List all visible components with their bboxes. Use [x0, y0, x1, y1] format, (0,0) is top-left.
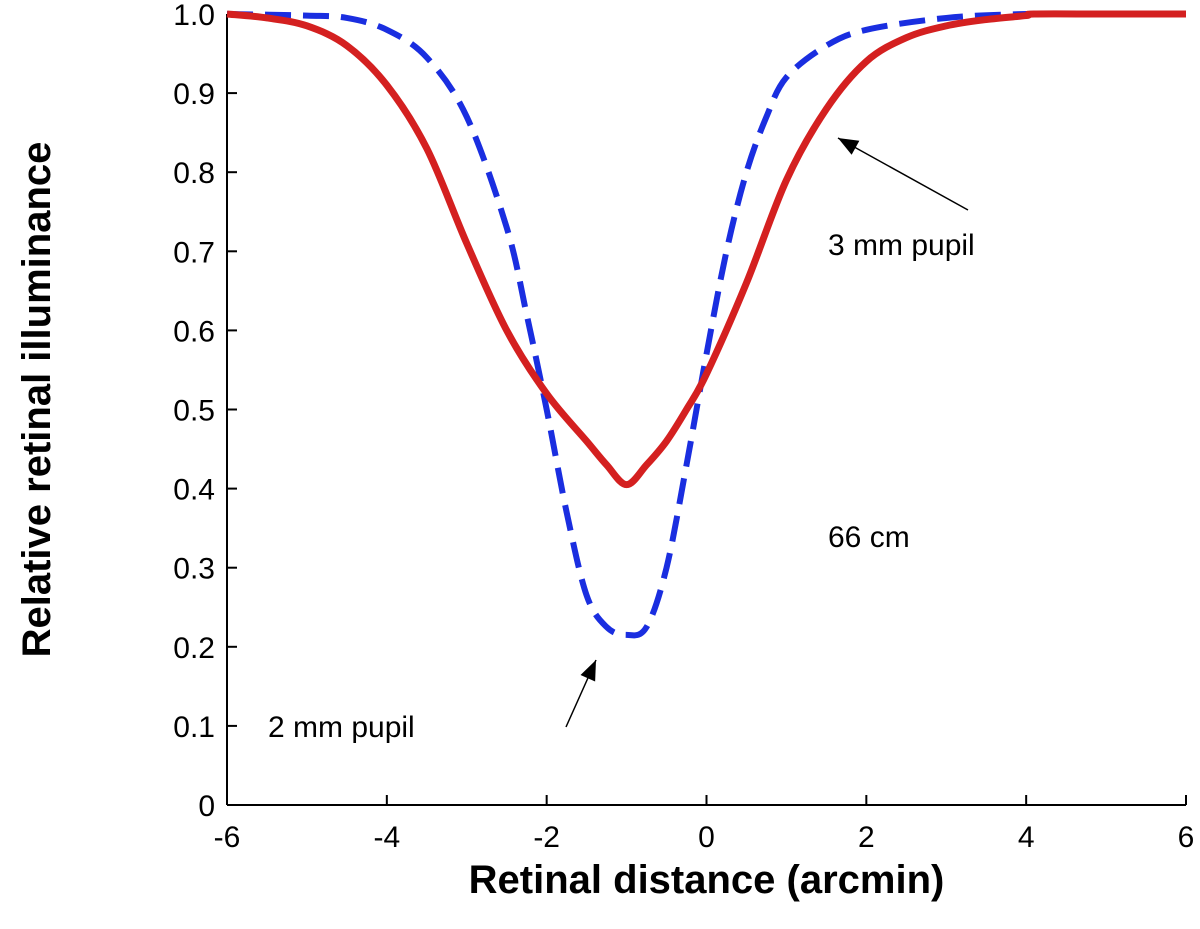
y-ticks: 0 0.1 0.2 0.3 0.4 0.5 0.6 0.7 0.8 0.9 1.0 — [173, 0, 237, 823]
y-tick-label: 0.3 — [173, 553, 215, 586]
y-tick-label: 0.9 — [173, 78, 215, 111]
x-tick-label: 4 — [1018, 821, 1035, 854]
series-line-3mm-pupil — [226, 10, 1186, 489]
y-tick-label: 0 — [198, 790, 215, 823]
y-tick-label: 0.7 — [173, 236, 215, 269]
y-tick-label: 0.8 — [173, 157, 215, 190]
y-tick-label: 0.2 — [173, 632, 215, 665]
x-ticks: -6 -4 -2 0 2 4 6 — [214, 795, 1195, 854]
y-tick-label: 0.1 — [173, 711, 215, 744]
arrowhead-2mm-pupil — [580, 660, 596, 682]
x-tick-label: 2 — [858, 821, 875, 854]
plot-area — [226, 14, 1186, 806]
series-line-2mm-pupil — [226, 10, 1186, 639]
x-tick-label: -4 — [373, 821, 400, 854]
y-tick-label: 0.4 — [173, 474, 215, 507]
annotation-2mm-pupil: 2 mm pupil — [268, 711, 415, 744]
series-layer — [226, 10, 1186, 639]
x-axis-title: Retinal distance (arcmin) — [469, 858, 945, 902]
arrow-3mm-pupil — [837, 137, 969, 211]
y-tick-label: 0.5 — [173, 395, 215, 428]
annotation-layer: 3 mm pupil 2 mm pupil 66 cm — [268, 137, 975, 744]
annotation-distance: 66 cm — [828, 521, 910, 554]
x-tick-label: 0 — [698, 821, 715, 854]
y-tick-label: 0.6 — [173, 315, 215, 348]
y-axis-title: Relative retinal illuminance — [15, 142, 59, 658]
x-tick-label: -2 — [533, 821, 560, 854]
x-tick-label: 6 — [1178, 821, 1195, 854]
x-tick-label: -6 — [214, 821, 241, 854]
annotation-3mm-pupil: 3 mm pupil — [828, 229, 975, 262]
arrowhead-3mm-pupil — [838, 138, 860, 155]
y-tick-label: 1.0 — [173, 0, 215, 32]
